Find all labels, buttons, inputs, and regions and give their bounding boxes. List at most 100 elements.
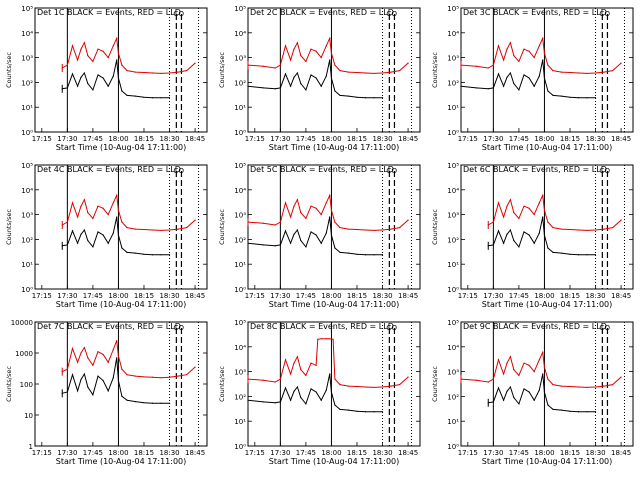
lld-series-point bbox=[603, 228, 605, 230]
lld-series-point bbox=[320, 57, 322, 59]
events-series-point bbox=[262, 87, 264, 89]
y-tick-label: 10³ bbox=[447, 369, 459, 377]
y-tick-label: 10⁴ bbox=[234, 30, 246, 38]
lld-series-point bbox=[509, 42, 511, 44]
events-series-point bbox=[506, 76, 508, 78]
lld-series-point bbox=[87, 357, 89, 359]
events-series-point bbox=[497, 230, 500, 232]
events-series-point bbox=[518, 246, 520, 248]
events-series-point bbox=[523, 231, 525, 233]
events-series-point bbox=[569, 410, 571, 412]
events-series-point bbox=[168, 97, 171, 99]
panel-7: Det 7C BLACK = Events, RED = LLD 1 10 100 10… bbox=[5, 319, 208, 466]
events-series bbox=[62, 59, 170, 99]
events-series-point bbox=[538, 389, 540, 391]
events-series-point bbox=[523, 388, 525, 390]
events-series-point bbox=[329, 59, 331, 61]
lld-series-point bbox=[126, 69, 128, 72]
lld-series-point bbox=[513, 369, 515, 371]
lld-series-point bbox=[185, 69, 188, 72]
events-series-point bbox=[102, 379, 104, 382]
events-series-point bbox=[83, 229, 85, 231]
lld-series-point bbox=[126, 226, 128, 229]
x-tick-label: 17:15 bbox=[458, 135, 478, 143]
events-series-point bbox=[97, 231, 99, 233]
lld-series-point bbox=[279, 221, 281, 223]
events-series-point bbox=[586, 411, 588, 413]
events-series-point bbox=[518, 89, 520, 91]
lld-series bbox=[460, 350, 622, 388]
lld-series-point bbox=[560, 385, 563, 387]
lld-series-point bbox=[117, 355, 120, 357]
y-tick-label: 10³ bbox=[447, 212, 459, 220]
x-tick-label: 17:45 bbox=[83, 449, 103, 457]
x-tick-label: 17:15 bbox=[32, 449, 52, 457]
events-series-point bbox=[117, 379, 120, 382]
lld-series-point bbox=[177, 375, 179, 377]
y-tick-label: 10¹ bbox=[21, 261, 33, 269]
events-series-point bbox=[475, 87, 477, 89]
lld-series-point bbox=[97, 205, 99, 207]
events-series-point bbox=[502, 85, 505, 87]
y-tick-label: 10² bbox=[447, 393, 459, 401]
y-tick-label: 10¹ bbox=[234, 261, 246, 269]
lld-series-point bbox=[620, 376, 622, 378]
x-tick-label: 17:30 bbox=[57, 135, 77, 143]
x-tick-label: 17:30 bbox=[483, 135, 503, 143]
events-series-point bbox=[107, 85, 109, 87]
lld-series-point bbox=[134, 71, 137, 73]
events-series-point bbox=[325, 232, 327, 234]
events-series-point bbox=[538, 75, 540, 77]
events-series-point bbox=[513, 239, 515, 242]
events-series-point bbox=[296, 72, 298, 74]
lld-series-point bbox=[143, 228, 145, 231]
lld-series-point bbox=[116, 37, 118, 39]
panel-title: Det 6C BLACK = Events, RED = LLD bbox=[463, 165, 607, 174]
lld-series-point bbox=[168, 376, 171, 378]
lld-series-point bbox=[577, 72, 580, 74]
events-series-point bbox=[586, 97, 588, 99]
lld-series-point bbox=[325, 202, 327, 204]
events-series-point bbox=[112, 377, 114, 379]
plot-frame bbox=[247, 7, 421, 133]
events-series-point bbox=[334, 247, 336, 249]
y-tick-label: 10⁴ bbox=[21, 30, 33, 38]
lld-series-point bbox=[364, 386, 367, 388]
lld-series-point bbox=[381, 229, 384, 231]
lld-series-point bbox=[194, 219, 196, 221]
lld-series-point bbox=[102, 207, 104, 209]
lld-series-point bbox=[552, 69, 554, 72]
plot-frame bbox=[460, 164, 634, 290]
lld-series-point bbox=[134, 375, 137, 377]
panel-6: Det 6C BLACK = Events, RED = LLD 10⁰ 10¹ 10… bbox=[431, 162, 634, 309]
x-axis-label: Start Time (10-Aug-04 17:11:00) bbox=[269, 143, 400, 152]
events-series-point bbox=[509, 386, 511, 388]
y-tick-label: 10⁴ bbox=[21, 187, 33, 195]
events-series-point bbox=[279, 401, 281, 403]
lld-series-point bbox=[475, 379, 477, 381]
lld-series-point bbox=[381, 72, 384, 74]
lld-series-point bbox=[487, 67, 489, 69]
lld-series-point bbox=[373, 72, 375, 75]
x-tick-label: 17:30 bbox=[270, 135, 290, 143]
events-series-point bbox=[523, 74, 525, 76]
lld-series-point bbox=[107, 214, 109, 216]
x-tick-label: 17:45 bbox=[296, 449, 316, 457]
lld-series-point bbox=[497, 202, 500, 204]
lld-series-point bbox=[87, 212, 89, 214]
y-axis-label: Counts/sec bbox=[431, 52, 439, 88]
events-series-point bbox=[289, 242, 292, 244]
events-series-point bbox=[509, 72, 511, 74]
y-tick-label: 1 bbox=[29, 443, 33, 451]
y-tick-label: 10¹ bbox=[447, 418, 459, 426]
marker-label-c: C bbox=[386, 167, 391, 175]
lld-series bbox=[460, 36, 622, 74]
events-series-point bbox=[76, 85, 79, 87]
x-tick-label: 18:15 bbox=[347, 135, 367, 143]
x-tick-label: 17:45 bbox=[509, 449, 529, 457]
events-series-point bbox=[330, 234, 333, 236]
lld-series-point bbox=[509, 199, 511, 201]
events-series-point bbox=[134, 401, 137, 403]
x-tick-label: 18:45 bbox=[185, 449, 205, 457]
events-series-point bbox=[284, 387, 287, 389]
